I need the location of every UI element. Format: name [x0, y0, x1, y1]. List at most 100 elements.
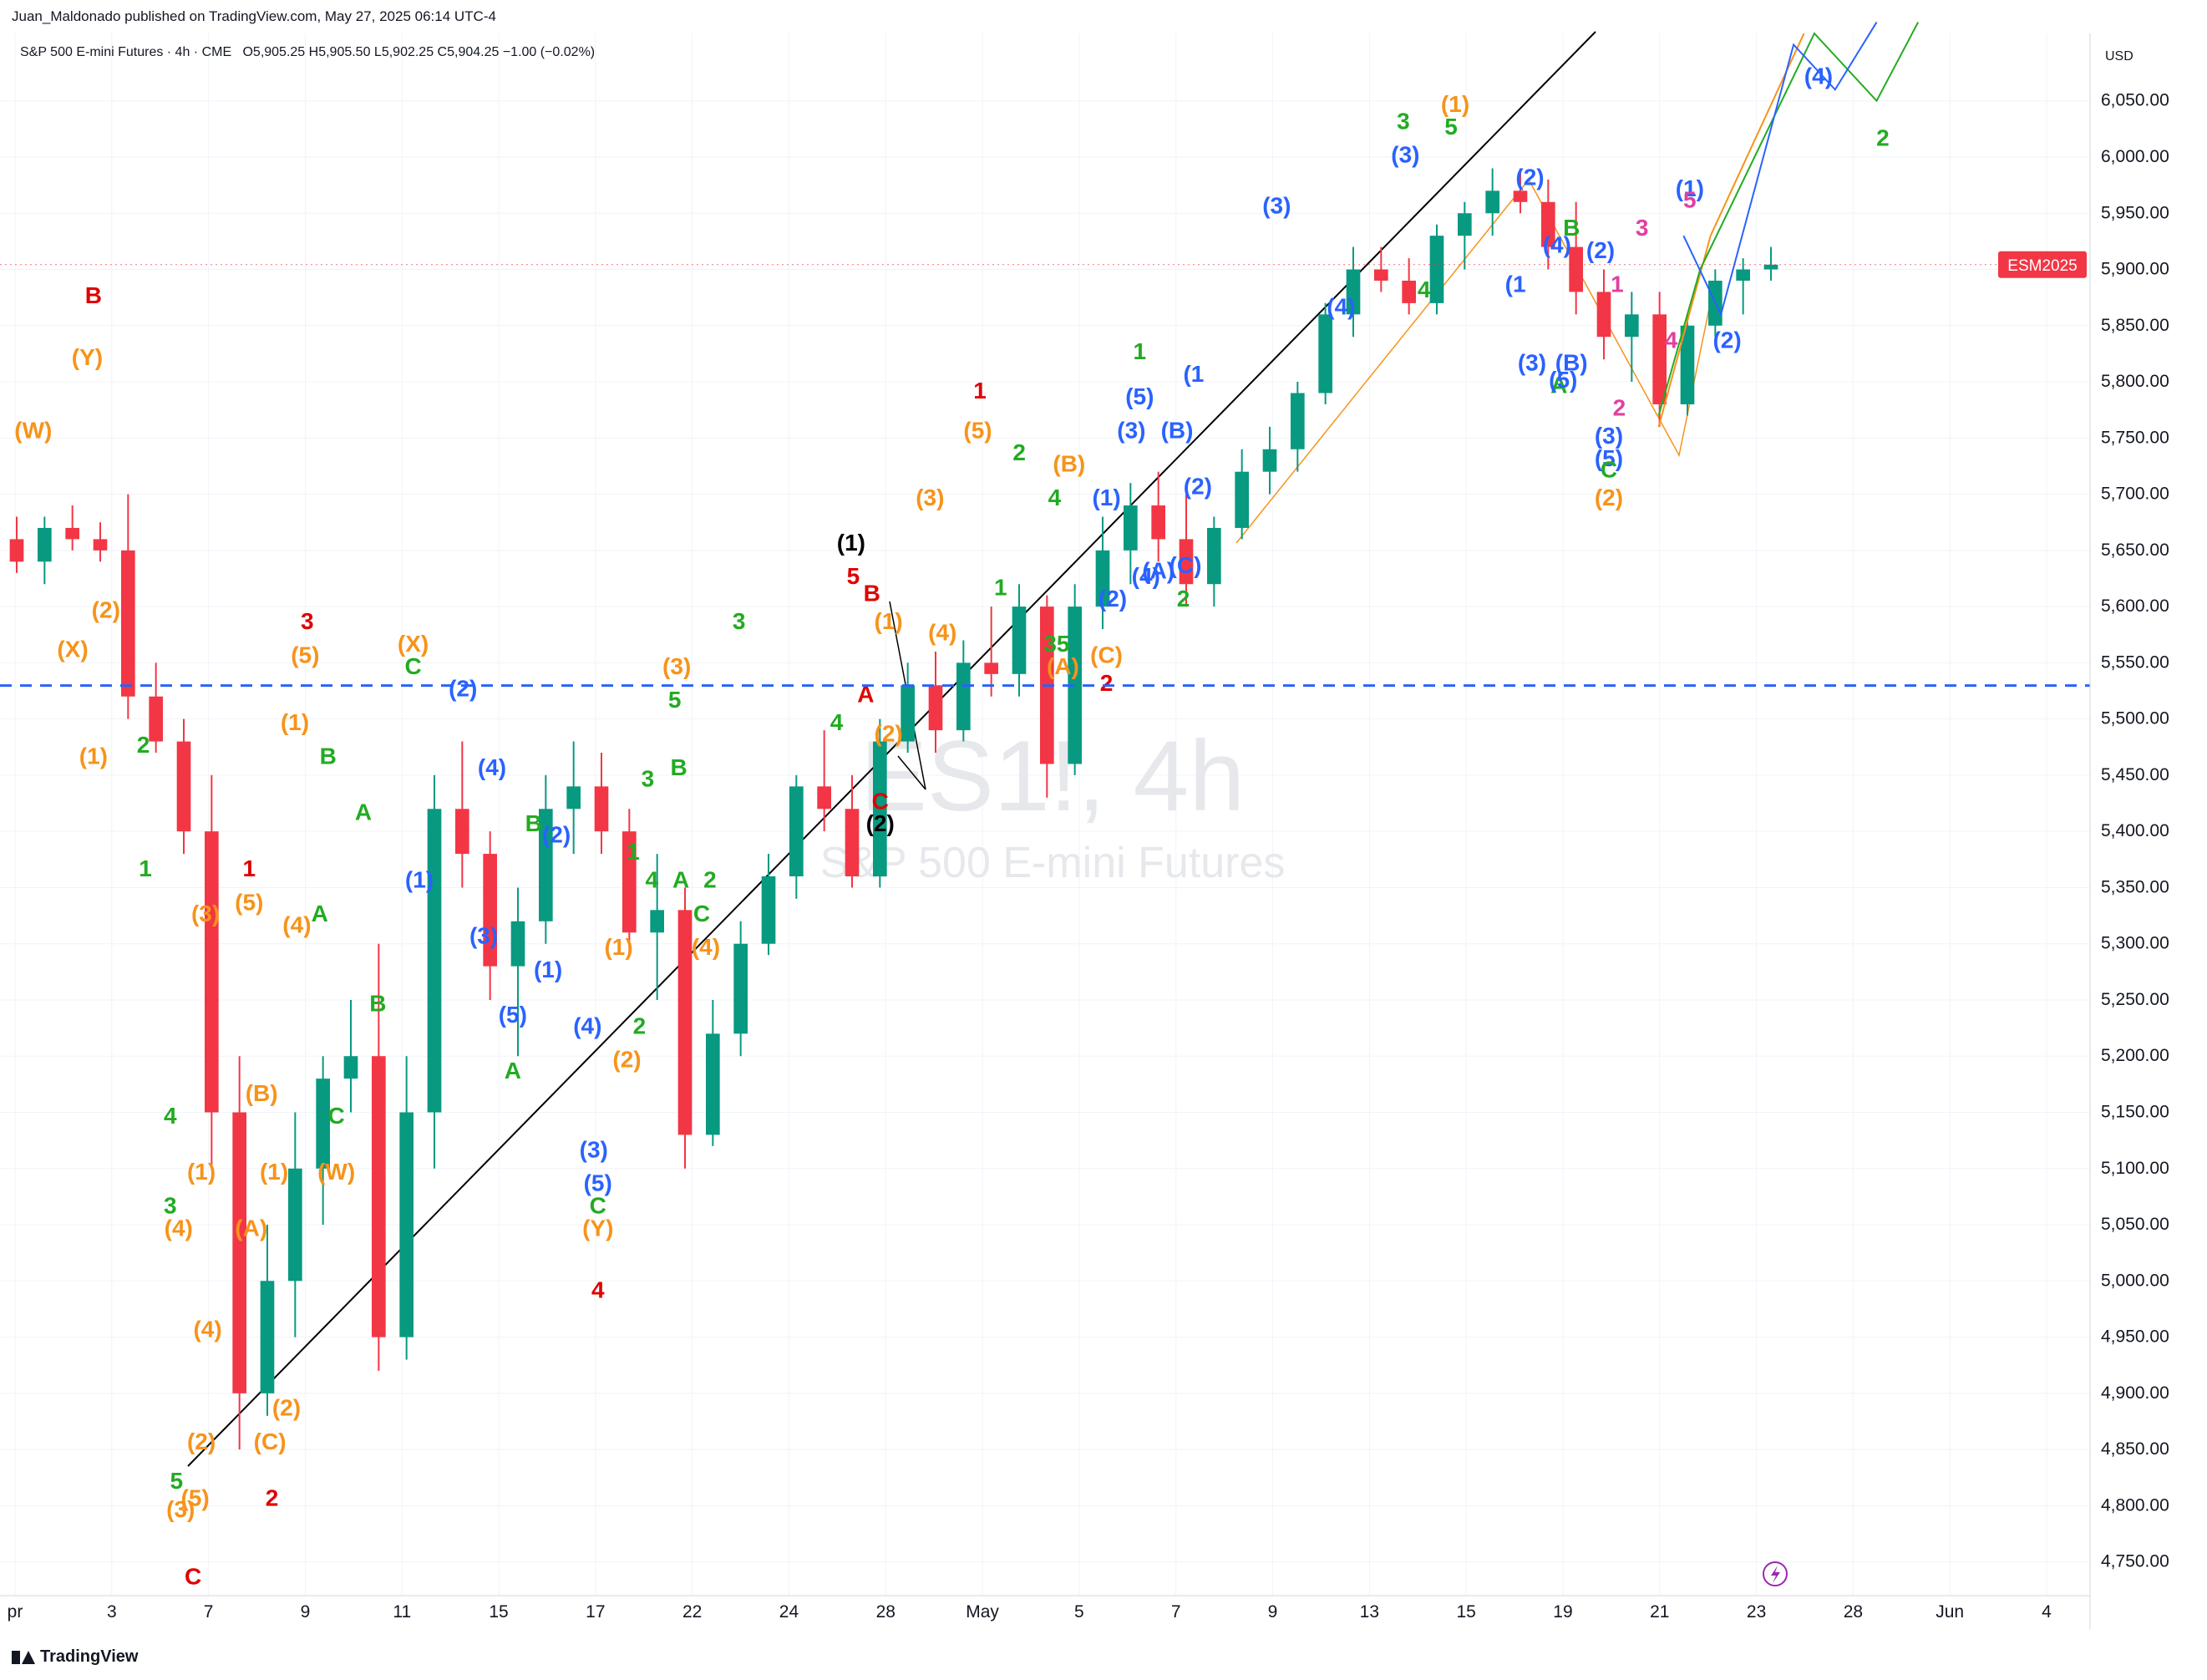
candle-body[interactable] [9, 539, 24, 562]
candle-body[interactable] [901, 685, 915, 742]
candle-body[interactable] [539, 809, 553, 921]
candle-body[interactable] [1652, 314, 1667, 404]
candle-body[interactable] [1262, 449, 1277, 472]
candle-body[interactable] [1151, 505, 1165, 540]
symbol-info[interactable]: S&P 500 E-mini Futures · 4h · CME [20, 45, 232, 59]
candle-body[interactable] [149, 696, 163, 742]
candle-body[interactable] [873, 741, 887, 876]
candle-body[interactable] [1402, 280, 1416, 303]
candle-body[interactable] [761, 876, 776, 944]
candle-body[interactable] [1318, 314, 1332, 393]
price-tick-label: 5,900.00 [2101, 260, 2169, 279]
candle-body[interactable] [343, 1056, 358, 1079]
candle-body[interactable] [176, 741, 191, 832]
wave-label: (1 [1183, 361, 1204, 387]
candlestick-series[interactable] [9, 168, 1778, 1450]
candle-body[interactable] [205, 831, 219, 1113]
projection-path[interactable] [1657, 33, 1805, 428]
candle-body[interactable] [1569, 246, 1583, 292]
candle-body[interactable] [260, 1281, 275, 1393]
candle-body[interactable] [232, 1112, 246, 1393]
wave-label: (3) [916, 485, 944, 510]
candle-body[interactable] [845, 809, 860, 876]
candle-body[interactable] [733, 943, 748, 1034]
horizontal-lines[interactable]: 5,529.75ESM20255,904.2503:45:05 [0, 251, 2207, 1586]
tradingview-brand[interactable]: TradingView [12, 1647, 138, 1667]
candle-body[interactable] [1124, 505, 1138, 551]
candle-body[interactable] [1235, 471, 1249, 528]
wave-label: B [85, 282, 102, 308]
candle-body[interactable] [1596, 292, 1611, 338]
candle-body[interactable] [1680, 325, 1695, 404]
candle-body[interactable] [706, 1033, 720, 1135]
time-tick-label: 9 [1268, 1602, 1278, 1622]
wave-label: (5) [291, 642, 319, 667]
wave-label: (1) [1441, 91, 1469, 117]
candle-body[interactable] [1485, 190, 1499, 214]
lower-channel-line[interactable] [1235, 179, 1530, 544]
candle-body[interactable] [455, 809, 469, 855]
time-axis[interactable]: pr 3 7 9 11 15 17 22 24 28 May 5 7 9 13 15 19 21 23 28 Jun 4 [0, 1595, 2090, 1622]
candle-body[interactable] [1095, 550, 1110, 607]
wave-label: (5) [963, 417, 992, 443]
candle-body[interactable] [1068, 607, 1082, 764]
wave-label: 5 [668, 687, 682, 713]
candle-body[interactable] [789, 786, 804, 876]
candle-body[interactable] [1429, 236, 1444, 303]
wave-label: (B) [1555, 350, 1588, 376]
candle-body[interactable] [93, 539, 108, 551]
wave-label: 4 [830, 709, 844, 735]
price-axis[interactable]: USD 6,050.00 6,000.00 5,950.00 5,900.00 5,85… [2089, 0, 2207, 1629]
candle-body[interactable] [1291, 393, 1305, 449]
candle-body[interactable] [510, 921, 525, 967]
candle-body[interactable] [121, 550, 135, 697]
candle-body[interactable] [316, 1079, 330, 1169]
candle-body[interactable] [483, 854, 497, 967]
candle-body[interactable] [677, 910, 693, 1135]
candle-body[interactable] [817, 786, 831, 810]
candle-body[interactable] [288, 1168, 302, 1282]
candle-body[interactable] [1346, 269, 1361, 315]
candle-body[interactable] [1179, 539, 1194, 585]
abc-correction-line[interactable] [889, 601, 926, 790]
candle-body[interactable] [1374, 269, 1388, 281]
symbol-tag[interactable] [1998, 251, 2087, 278]
candle-body[interactable] [650, 910, 664, 933]
candle-body[interactable] [1541, 201, 1555, 247]
channel-trendline[interactable] [187, 31, 1596, 1467]
candle-body[interactable] [65, 527, 79, 540]
projection-path[interactable] [1657, 22, 1920, 416]
candle-body[interactable] [1513, 190, 1528, 202]
candle-body[interactable] [399, 1112, 413, 1337]
alert-lightning-icon[interactable] [1763, 1561, 1788, 1586]
price-tick-label: 5,800.00 [2101, 372, 2169, 391]
wave-label: 2 [1613, 394, 1626, 420]
price-tick-label: 5,950.00 [2101, 203, 2169, 222]
candle-body[interactable] [1736, 269, 1750, 281]
projection-paths[interactable] [1657, 22, 1920, 428]
wave-label: (B) [1161, 417, 1194, 443]
wave-label: (1) [187, 1159, 216, 1185]
wave-label: A [355, 799, 372, 825]
wave-label: (5) [1549, 367, 1577, 393]
candle-body[interactable] [1012, 607, 1027, 674]
wave-label: 35 [1043, 631, 1069, 657]
candle-body[interactable] [372, 1056, 386, 1337]
projection-path[interactable] [1682, 22, 1878, 317]
candle-body[interactable] [956, 662, 971, 731]
candle-body[interactable] [928, 685, 943, 731]
candle-body[interactable] [1458, 213, 1472, 236]
wave-label: A [1550, 373, 1567, 398]
candle-body[interactable] [1207, 527, 1221, 585]
candle-body[interactable] [594, 786, 609, 832]
candle-body[interactable] [427, 809, 442, 1113]
candle-body[interactable] [38, 527, 52, 562]
candle-body[interactable] [984, 662, 998, 674]
candle-body[interactable] [566, 786, 581, 810]
symbol-legend[interactable]: S&P 500 E-mini Futures · 4h · CME O5,905… [20, 45, 595, 60]
time-tick-label: 22 [682, 1602, 702, 1622]
candle-body[interactable] [622, 831, 637, 933]
candle-body[interactable] [1625, 314, 1639, 338]
candle-body[interactable] [1763, 264, 1778, 270]
